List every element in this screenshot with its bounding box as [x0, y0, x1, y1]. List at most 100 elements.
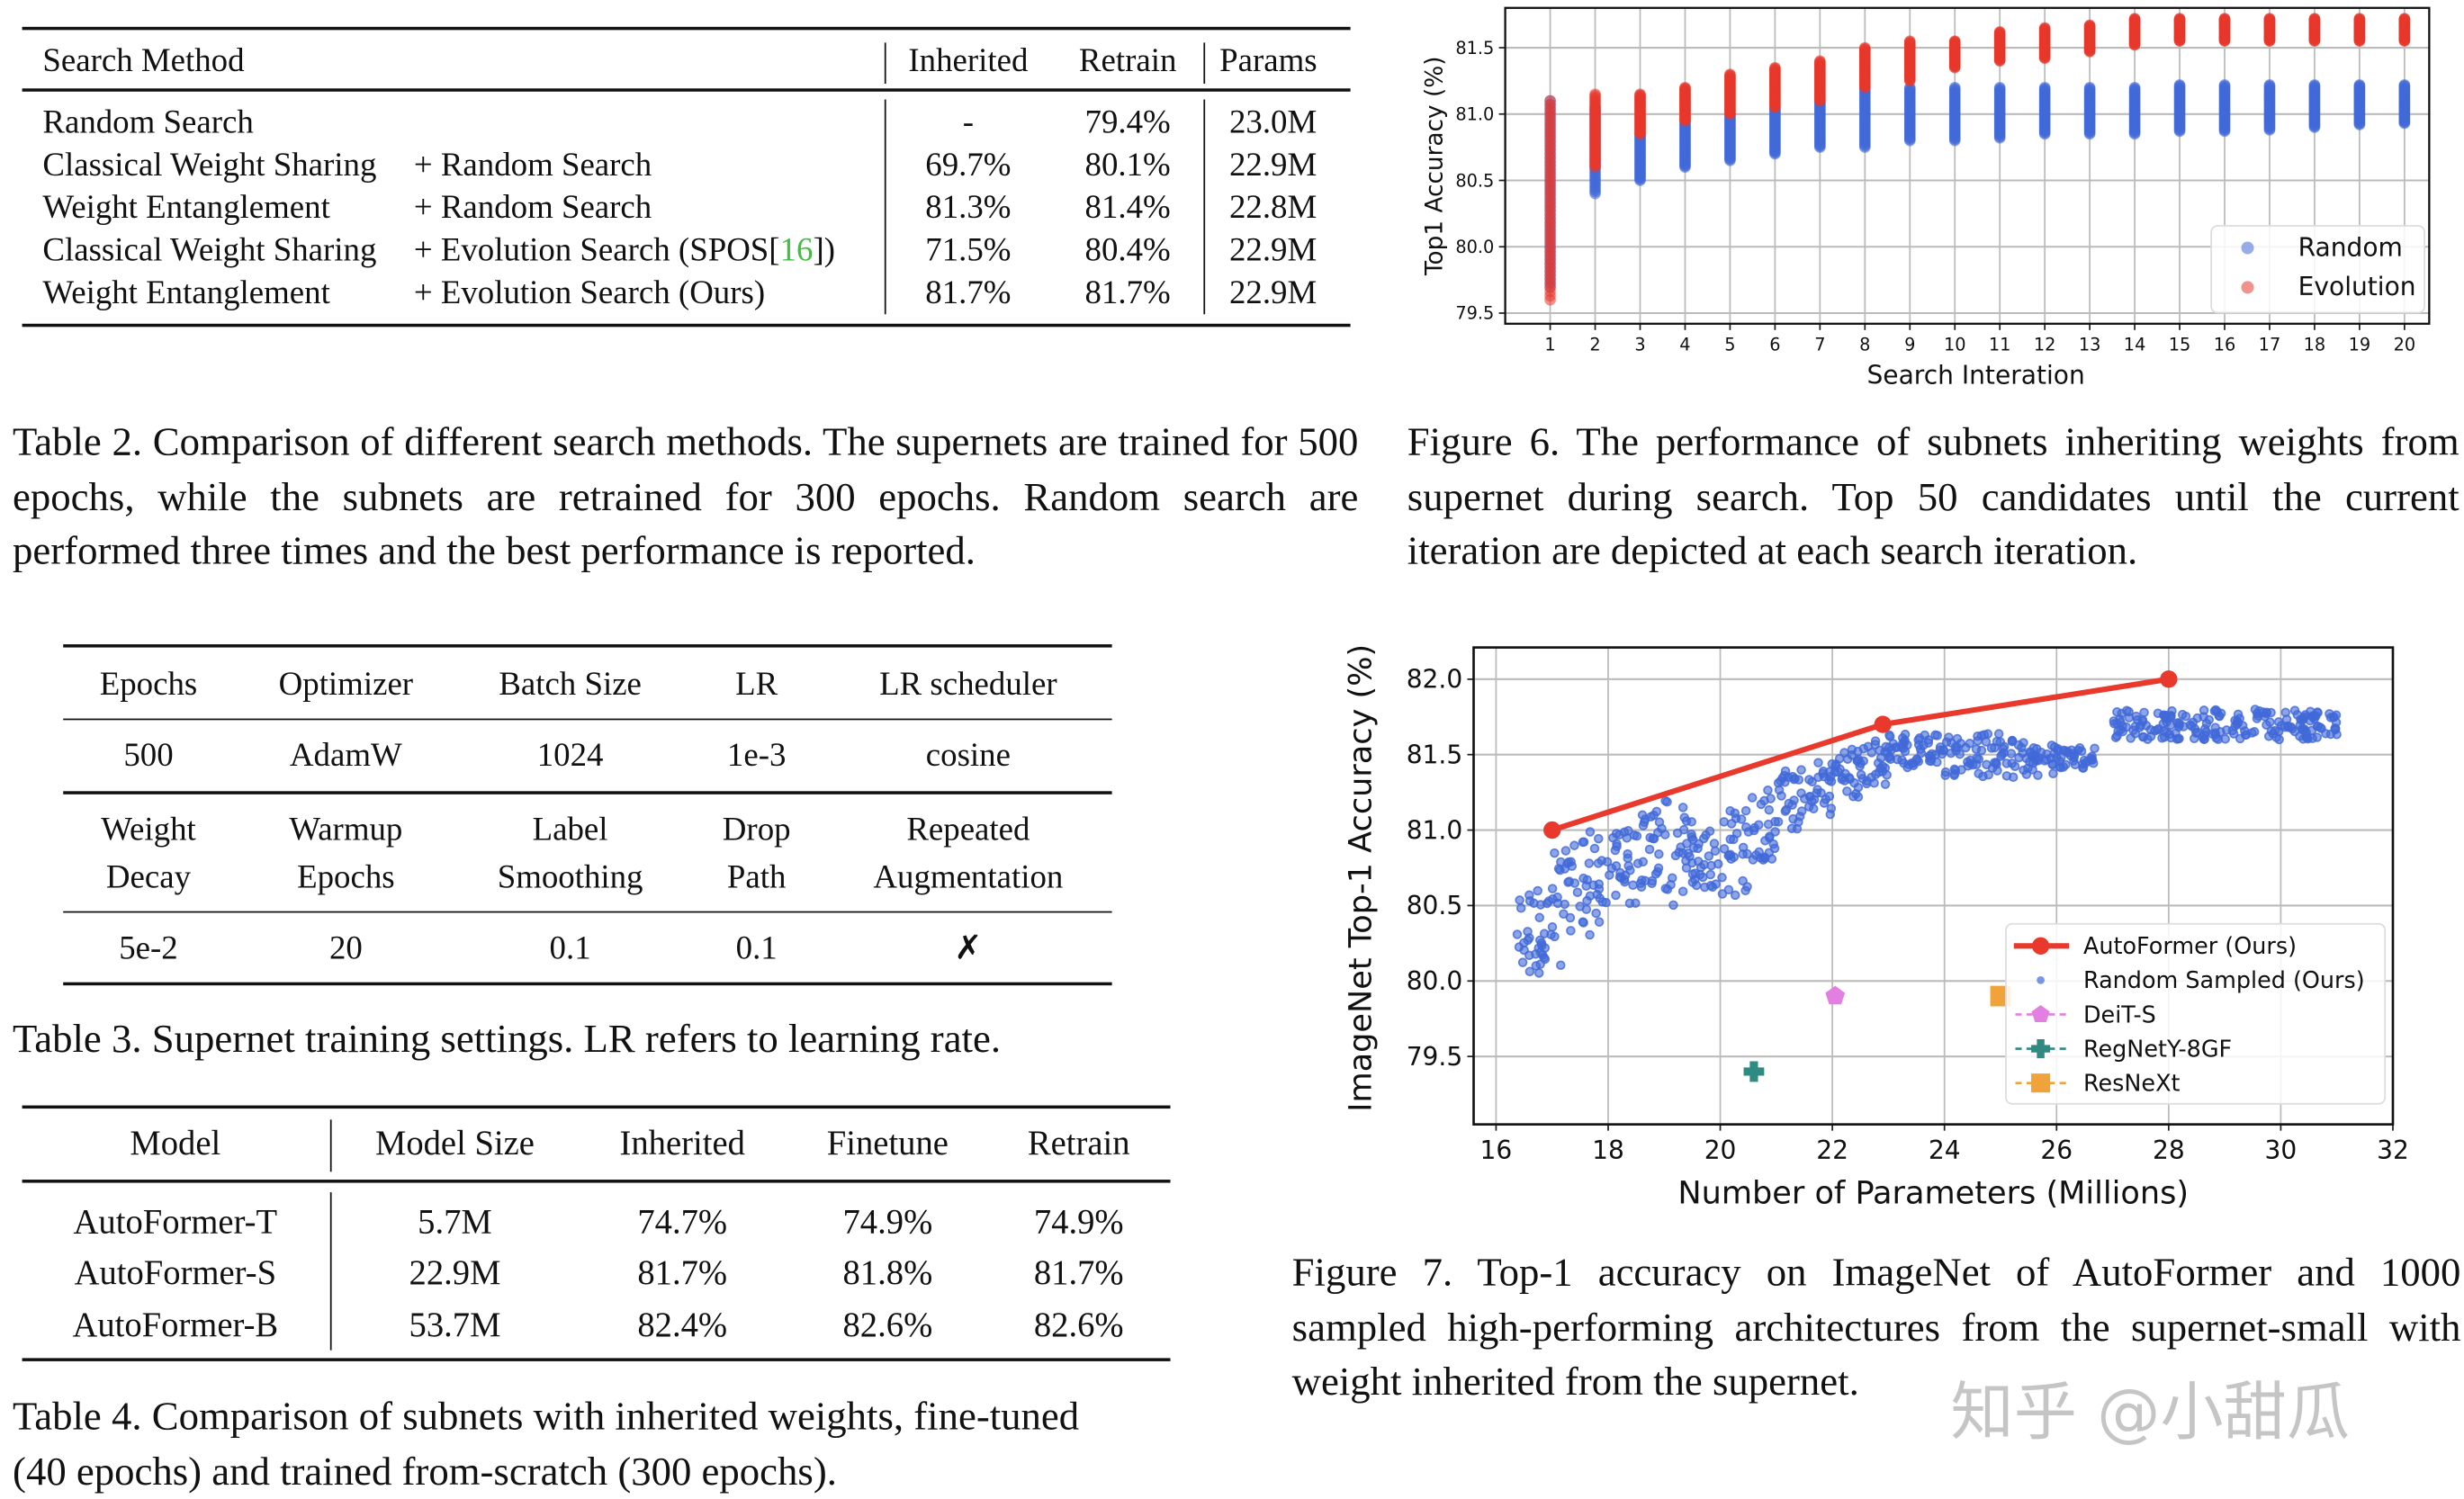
setting-header: Augmentation — [873, 857, 1064, 896]
data-point — [1539, 929, 1550, 938]
setting-header: Epochs — [297, 857, 395, 896]
data-point — [1993, 81, 2006, 94]
data-point — [1649, 810, 1659, 821]
data-point — [2263, 13, 2276, 24]
data-point — [1544, 94, 1556, 107]
data-point — [2263, 78, 2276, 91]
data-point — [1819, 771, 1830, 782]
data-point — [1838, 772, 1848, 783]
data-point — [1594, 917, 1605, 927]
data-point — [1601, 897, 1611, 908]
rule — [63, 718, 1112, 721]
x-tick-label: 17 — [2259, 335, 2281, 355]
data-point — [2048, 768, 2058, 779]
data-point — [2308, 710, 2319, 721]
table-cell: AutoFormer-T — [73, 1201, 278, 1242]
data-point — [2083, 19, 2096, 31]
figure-6-chart: 1 2 3 4 5 6 7 8 9 10 11 12 13 14 15 16 17 18 19 2079.580.08… — [1421, 6, 2431, 390]
data-point — [1826, 776, 1837, 786]
mid-rule — [22, 88, 1351, 92]
data-point — [1952, 733, 1963, 744]
data-point — [2128, 81, 2141, 94]
data-point — [2262, 720, 2271, 730]
data-point — [1529, 898, 1539, 909]
data-point — [1773, 817, 1784, 827]
search-cell: + Evolution Search (SPOS[16]) — [414, 233, 835, 267]
method-part: Classical Weight Sharing — [42, 230, 377, 269]
data-point — [2252, 714, 2262, 723]
data-point — [1552, 892, 1562, 902]
data-point — [1723, 884, 1734, 895]
rule — [63, 791, 1112, 794]
data-point — [2289, 726, 2300, 737]
data-point — [1913, 756, 1924, 767]
data-point — [2308, 78, 2321, 91]
params-cell: 22.9M — [1228, 230, 1317, 269]
setting-value: 0.1 — [549, 928, 591, 967]
data-point — [1949, 768, 1960, 779]
data-point — [2312, 722, 2323, 732]
data-point — [1790, 774, 1800, 784]
citation-link[interactable]: 16 — [779, 230, 814, 269]
method-cell: Weight Entanglement — [42, 275, 329, 310]
data-point — [1814, 55, 1826, 67]
data-point — [1622, 833, 1632, 843]
data-point — [1523, 935, 1533, 946]
inherited-cell: 69.7% — [925, 145, 1012, 184]
data-point — [1679, 812, 1690, 822]
setting-header: Optimizer — [278, 664, 414, 704]
params-cell: 22.9M — [1228, 145, 1317, 184]
search-cell: + Random Search — [414, 148, 652, 182]
table-cell: 82.6% — [842, 1304, 933, 1344]
x-tick-label: 26 — [2040, 1135, 2073, 1165]
data-point — [1996, 751, 2006, 761]
data-point — [1533, 968, 1544, 978]
data-point — [1589, 843, 1600, 854]
data-point — [2308, 13, 2321, 24]
table-cell: 81.7% — [637, 1252, 728, 1292]
setting-value: 1e-3 — [726, 735, 787, 774]
data-point — [2199, 730, 2209, 741]
top-rule — [22, 1105, 1171, 1109]
x-tick-label: 20 — [1704, 1135, 1737, 1165]
data-point — [1563, 877, 1573, 887]
data-point — [1634, 88, 1646, 100]
data-point — [2010, 761, 2020, 772]
data-point — [1687, 877, 1698, 887]
y-tick-label: 81.5 — [1407, 741, 1463, 770]
data-point — [2271, 732, 2281, 742]
data-point — [1813, 758, 1823, 767]
x-tick-label: 32 — [2377, 1135, 2409, 1165]
x-tick-label: 16 — [1480, 1135, 1513, 1165]
x-tick-label: 7 — [1814, 335, 1825, 355]
data-point — [1774, 785, 1785, 795]
mid-rule — [22, 1180, 1171, 1183]
data-point — [1884, 751, 1895, 762]
data-point — [1919, 740, 1929, 750]
data-point — [2124, 706, 2134, 717]
data-point — [1808, 803, 1819, 814]
x-tick-label: 15 — [2169, 335, 2191, 355]
x-axis-label: Search Interation — [1866, 360, 2084, 390]
data-point — [1730, 890, 1740, 901]
data-point — [2398, 13, 2411, 24]
col-divider — [329, 1192, 332, 1351]
header-retrain: Retrain — [1078, 40, 1177, 79]
data-point — [2177, 709, 2188, 720]
x-tick-label: 11 — [1989, 335, 2011, 355]
data-point — [2090, 743, 2100, 753]
data-point — [1748, 855, 1758, 865]
rule — [63, 911, 1112, 913]
data-point — [2353, 78, 2366, 91]
method-cell: Weight Entanglement — [42, 190, 329, 224]
col-divider — [884, 99, 886, 315]
data-point — [1605, 870, 1614, 880]
data-point — [1965, 755, 1975, 766]
x-tick-label: 6 — [1769, 335, 1780, 355]
data-point — [1944, 732, 1954, 742]
x-tick-label: 16 — [2214, 335, 2236, 355]
inherited-cell: 71.5% — [925, 230, 1012, 269]
search-part: + Evolution Search (SPOS[ — [413, 230, 780, 269]
data-point — [2027, 750, 2037, 761]
data-point — [2218, 78, 2231, 91]
